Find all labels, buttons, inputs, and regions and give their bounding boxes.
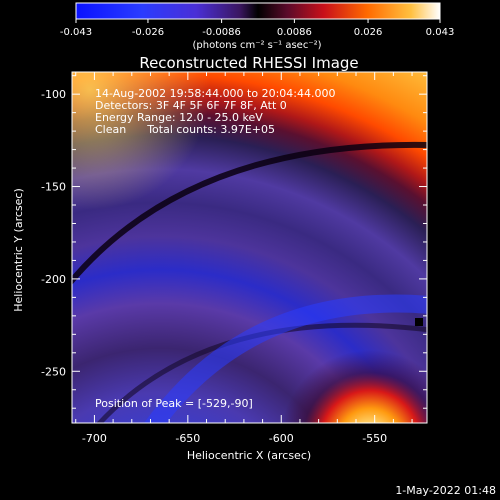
annotation-detectors: Detectors: 3F 4F 5F 6F 7F 8F, Att 0 xyxy=(95,99,287,112)
colorbar-tick-label: -0.026 xyxy=(132,27,164,38)
annotation-peak-position: Position of Peak = [-529,-90] xyxy=(95,397,253,410)
colorbar-tick-label: 0.0086 xyxy=(277,27,312,38)
x-tick-label: -550 xyxy=(362,432,387,445)
y-tick-label: -250 xyxy=(41,365,66,378)
edge-pixel-marker xyxy=(415,318,423,326)
y-axis-label: Heliocentric Y (arcsec) xyxy=(12,188,25,312)
annotation-energy-range: Energy Range: 12.0 - 25.0 keV xyxy=(95,111,263,124)
y-tick-label: -150 xyxy=(41,181,66,194)
y-tick-label: -200 xyxy=(41,273,66,286)
footer-timestamp: 1-May-2022 01:48 xyxy=(395,484,496,497)
plot-frame xyxy=(71,71,428,424)
colorbar-tick-label: 0.026 xyxy=(354,27,383,38)
chart-title: Reconstructed RHESSI Image xyxy=(139,54,358,72)
plot-area xyxy=(72,72,427,423)
annotation-time-range: 14-Aug-2002 19:58:44.000 to 20:04:44.000 xyxy=(95,87,336,100)
hot-spot xyxy=(72,72,427,423)
x-tick-label: -700 xyxy=(82,432,107,445)
colorbar-unit-label: (photons cm⁻² s⁻¹ asec⁻²) xyxy=(192,40,321,51)
colorbar-ticks: -0.043 -0.026 -0.0086 0.0086 0.026 0.043 xyxy=(60,19,454,38)
colorbar-tick-label: -0.043 xyxy=(60,27,92,38)
colorbar-tick-label: 0.043 xyxy=(426,27,455,38)
annotation-clean-counts: Clean Total counts: 3.97E+05 xyxy=(95,123,275,136)
colorbar: -0.043 -0.026 -0.0086 0.0086 0.026 0.043 (pho… xyxy=(60,2,454,51)
colorbar-tick-label: -0.0086 xyxy=(202,27,241,38)
colorbar-gradient xyxy=(76,3,440,19)
x-axis-label: Heliocentric X (arcsec) xyxy=(187,449,311,462)
y-tick-label: -100 xyxy=(41,88,66,101)
colorbar-frame xyxy=(75,2,441,20)
x-tick-label: -650 xyxy=(175,432,200,445)
x-tick-label: -600 xyxy=(269,432,294,445)
axis-ticks: -700 -650 -600 -550 -100 -150 -200 -250 xyxy=(41,72,427,445)
